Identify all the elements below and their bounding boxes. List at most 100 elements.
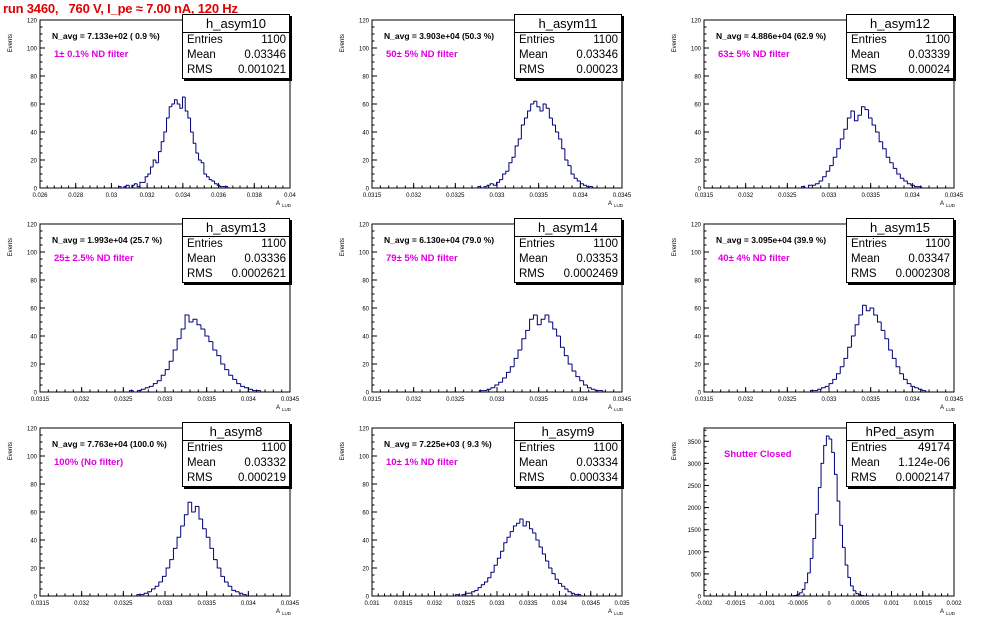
histogram-bin [239,592,243,593]
y-axis-label: Events [8,34,14,52]
x-axis-label-sub: LUD [282,611,292,616]
histogram-bin [494,565,497,572]
histogram-bin [862,107,866,115]
histogram-bin [861,595,864,596]
histogram-bin [481,585,484,588]
histogram-bin [823,177,827,181]
histogram-bin [152,589,156,592]
histogram-bin [225,576,229,582]
histogram-bin [220,185,223,186]
histogram-bin [475,590,478,591]
y-tick-label: 40 [362,335,369,341]
histogram-bin [897,168,901,174]
histogram-bin [161,375,165,381]
histogram-bin [556,125,559,132]
histogram-bin [844,129,848,139]
mean-label: Mean [519,252,548,267]
x-tick-label: 0.0345 [281,601,300,607]
x-tick-label: 0.0335 [197,397,216,403]
x-axis-label: A [940,609,944,615]
x-tick-label: 0.002 [946,601,962,607]
rms-label: RMS [519,471,545,486]
histogram-bin [874,308,878,315]
entries-label: Entries [519,237,555,252]
histogram-bin [851,336,855,347]
histogram-bin [819,181,823,184]
histogram-bin [837,149,841,157]
histogram-bin [501,551,504,558]
histogram-bin [879,132,883,142]
histogram-bin [465,593,468,594]
histogram-bin [542,547,545,554]
rms-value: 0.0002621 [232,267,286,282]
y-tick-label: 120 [27,223,38,229]
y-tick-label: 40 [694,131,701,137]
histogram-bin [848,347,852,358]
stats-title: h_asym12 [847,15,953,33]
navg-label: N_avg = 3.095e+04 (39.9 %) [716,235,826,245]
y-tick-label: 0 [698,595,702,601]
histogram-bin [584,184,587,185]
histogram-bin [204,163,207,174]
histogram-bin [553,322,557,329]
histogram-bin [503,378,507,382]
filter-annotation: 1± 0.1% ND filter [54,49,128,60]
histogram-bin [249,388,253,389]
x-tick-label: 0.026 [32,193,48,199]
histogram-bin [153,384,157,387]
x-tick-label: 0.0315 [394,601,413,607]
x-tick-label: 0.0335 [519,601,538,607]
filter-annotation: 40± 4% ND filter [718,253,790,264]
histogram-bin [201,160,204,163]
histogram-bin [173,350,177,361]
entries-label: Entries [187,441,223,456]
histogram-bin [526,330,530,338]
histogram-bin [225,364,229,370]
histogram-bin [576,371,580,377]
histogram-bin [896,358,900,366]
histogram-bin [232,586,236,590]
x-tick-label: 0.04 [284,193,296,199]
entries-value: 1100 [593,441,618,456]
histogram-bin [829,384,833,387]
stats-title: h_asym10 [183,15,289,33]
y-tick-label: 80 [362,279,369,285]
x-tick-label: 0.0315 [31,397,50,403]
y-tick-label: 60 [362,511,369,517]
histogram-bin [184,515,188,526]
histogram-bin [169,361,173,369]
histogram-bin [808,573,811,583]
entries-label: Entries [851,441,887,456]
y-tick-label: 60 [30,103,37,109]
x-tick-label: 0.038 [247,193,263,199]
histogram-bin [541,319,545,325]
stats-title: h_asym8 [183,423,289,441]
y-tick-label: 60 [694,103,701,109]
histogram-bin [558,579,561,583]
x-axis-label: A [940,405,944,411]
histogram-bin [562,583,565,586]
navg-label: N_avg = 7.133e+02 ( 0.9 %) [52,31,160,41]
y-tick-label: 20 [362,363,369,369]
x-tick-label: -0.002 [695,601,713,607]
y-tick-label: 80 [694,279,701,285]
histogram-bin [148,174,151,177]
histogram-bin [177,537,181,548]
histogram-bin [506,372,510,378]
y-tick-label: 60 [30,511,37,517]
y-tick-label: 20 [362,567,369,573]
histogram-bin [233,375,237,379]
x-tick-label: 0.032 [74,601,90,607]
y-tick-label: 1000 [688,550,702,556]
